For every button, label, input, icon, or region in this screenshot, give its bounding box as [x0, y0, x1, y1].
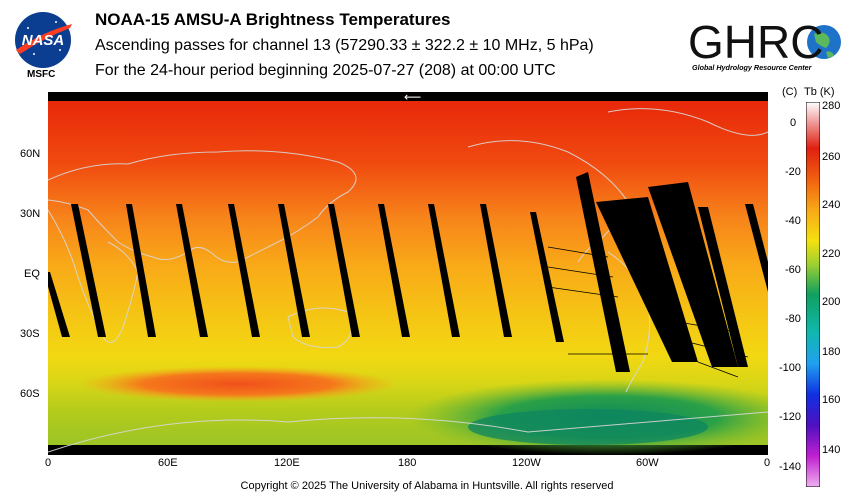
colorbar-tick-celsius: 0	[790, 117, 797, 129]
lat-label: 30S	[20, 328, 40, 340]
lon-label: 60E	[158, 457, 178, 469]
lat-label: 60S	[20, 388, 40, 400]
colorbar-tick-kelvin: 140	[822, 444, 841, 456]
subtitle-period: For the 24-hour period beginning 2025-07…	[95, 62, 556, 79]
subtitle-channel: Ascending passes for channel 13 (57290.3…	[95, 37, 594, 54]
colorbar-tick-celsius: -40	[785, 215, 801, 227]
orbit-direction-marker: ⟵	[404, 92, 421, 104]
colorbar-header-celsius: (C)	[782, 86, 798, 98]
colorbar	[806, 102, 820, 487]
lon-label: 120E	[274, 457, 300, 469]
colorbar-tick-kelvin: 220	[822, 248, 841, 260]
swath-gaps	[48, 172, 768, 372]
lon-label: 120W	[512, 457, 541, 469]
colorbar-tick-celsius: -60	[785, 264, 801, 276]
top-nodata-bar	[48, 92, 768, 101]
lat-label: 30N	[20, 208, 41, 220]
nasa-logo: NASA	[15, 12, 72, 68]
colorbar-tick-kelvin: 240	[822, 199, 841, 211]
swath-hatching	[547, 246, 749, 378]
colorbar-tick-celsius: -20	[785, 166, 801, 178]
lat-label: EQ	[24, 268, 40, 280]
colorbar-tick-kelvin: 260	[822, 151, 841, 163]
lon-label: 0	[45, 457, 52, 469]
copyright-notice: Copyright © 2025 The University of Alaba…	[240, 480, 614, 492]
ghrc-subtitle: Global Hydrology Resource Center	[692, 63, 812, 72]
colorbar-tick-kelvin: 160	[822, 394, 841, 406]
lat-label: 60N	[20, 148, 41, 160]
lon-label: 0	[764, 457, 771, 469]
msfc-label: MSFC	[27, 69, 56, 80]
colorbar-tick-kelvin: 280	[822, 100, 841, 112]
colorbar-tick-kelvin: 180	[822, 346, 841, 358]
bottom-nodata-bar	[48, 445, 768, 455]
colorbar-header-kelvin: Tb (K)	[804, 86, 835, 98]
colorbar-tick-kelvin: 200	[822, 296, 841, 308]
colorbar-tick-celsius: -100	[779, 362, 802, 374]
page-title: NOAA-15 AMSU-A Brightness Temperatures	[95, 10, 451, 29]
colorbar-tick-celsius: -80	[785, 313, 801, 325]
ghrc-logo: GHRC	[688, 16, 841, 68]
colorbar-tick-celsius: -120	[779, 411, 802, 423]
lon-label: 60W	[636, 457, 659, 469]
nasa-logo-text: NASA	[22, 32, 65, 49]
ghrc-logo-text: GHRC	[688, 16, 823, 68]
lon-label: 180	[398, 457, 417, 469]
brightness-temperature-map: ⟵	[48, 92, 768, 455]
colorbar-tick-celsius: -140	[779, 461, 802, 473]
warm-band	[78, 366, 398, 402]
